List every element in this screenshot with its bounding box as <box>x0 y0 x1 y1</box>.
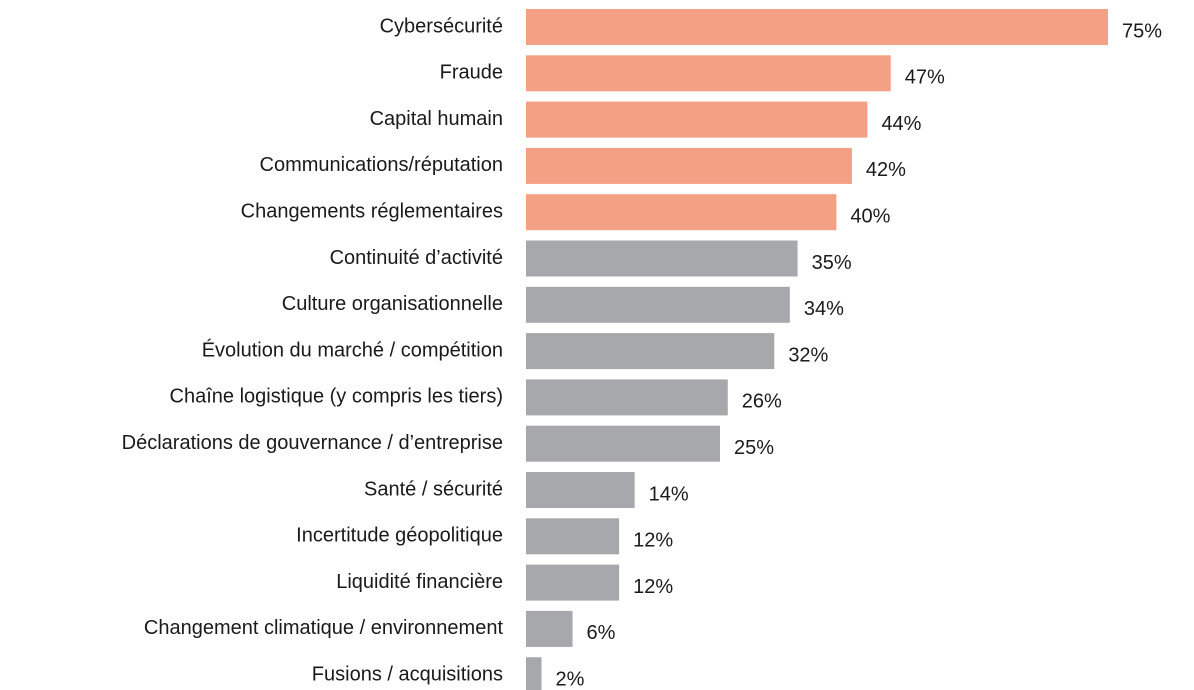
bar <box>526 610 573 647</box>
bar <box>526 286 790 323</box>
category-label: Évolution du marché / compétition <box>202 338 503 361</box>
value-label: 25% <box>734 437 774 459</box>
bar <box>526 9 1108 45</box>
value-label: 6% <box>587 622 616 644</box>
value-label: 42% <box>866 159 906 181</box>
category-label: Changements réglementaires <box>241 200 503 222</box>
category-label: Fusions / acquisitions <box>312 663 503 685</box>
bar <box>526 240 798 277</box>
value-label: 35% <box>812 252 852 274</box>
bar <box>526 518 620 555</box>
bar <box>526 55 891 92</box>
category-label: Déclarations de gouvernance / d’entrepri… <box>122 432 503 454</box>
category-label: Fraude <box>440 62 503 84</box>
category-label: Santé / sécurité <box>364 478 503 500</box>
value-label: 47% <box>905 67 945 89</box>
bar <box>526 564 620 601</box>
bar <box>526 379 728 416</box>
bar <box>526 425 720 462</box>
bar <box>526 101 868 138</box>
bar <box>526 472 635 508</box>
bar <box>526 194 837 231</box>
value-label: 34% <box>804 298 844 320</box>
bar <box>526 333 775 370</box>
category-label: Changement climatique / environnement <box>144 617 504 639</box>
value-label: 12% <box>633 530 673 552</box>
value-label: 12% <box>633 576 673 598</box>
category-label: Chaîne logistique (y compris les tiers) <box>170 386 503 408</box>
category-label: Incertitude géopolitique <box>296 525 503 547</box>
category-label: Capital humain <box>370 108 503 130</box>
value-label: 75% <box>1122 20 1162 42</box>
value-label: 2% <box>556 668 585 690</box>
value-label: 26% <box>742 391 782 413</box>
category-label: Cybersécurité <box>380 15 503 37</box>
bar <box>526 657 542 690</box>
value-label: 44% <box>881 113 921 135</box>
value-label: 32% <box>788 344 828 366</box>
value-label: 14% <box>649 483 689 505</box>
category-label: Liquidité financière <box>336 571 503 593</box>
category-label: Communications/réputation <box>260 154 503 176</box>
category-label: Culture organisationnelle <box>282 293 503 315</box>
category-label: Continuité d’activité <box>330 247 503 269</box>
bar <box>526 147 852 184</box>
value-label: 40% <box>850 205 890 227</box>
